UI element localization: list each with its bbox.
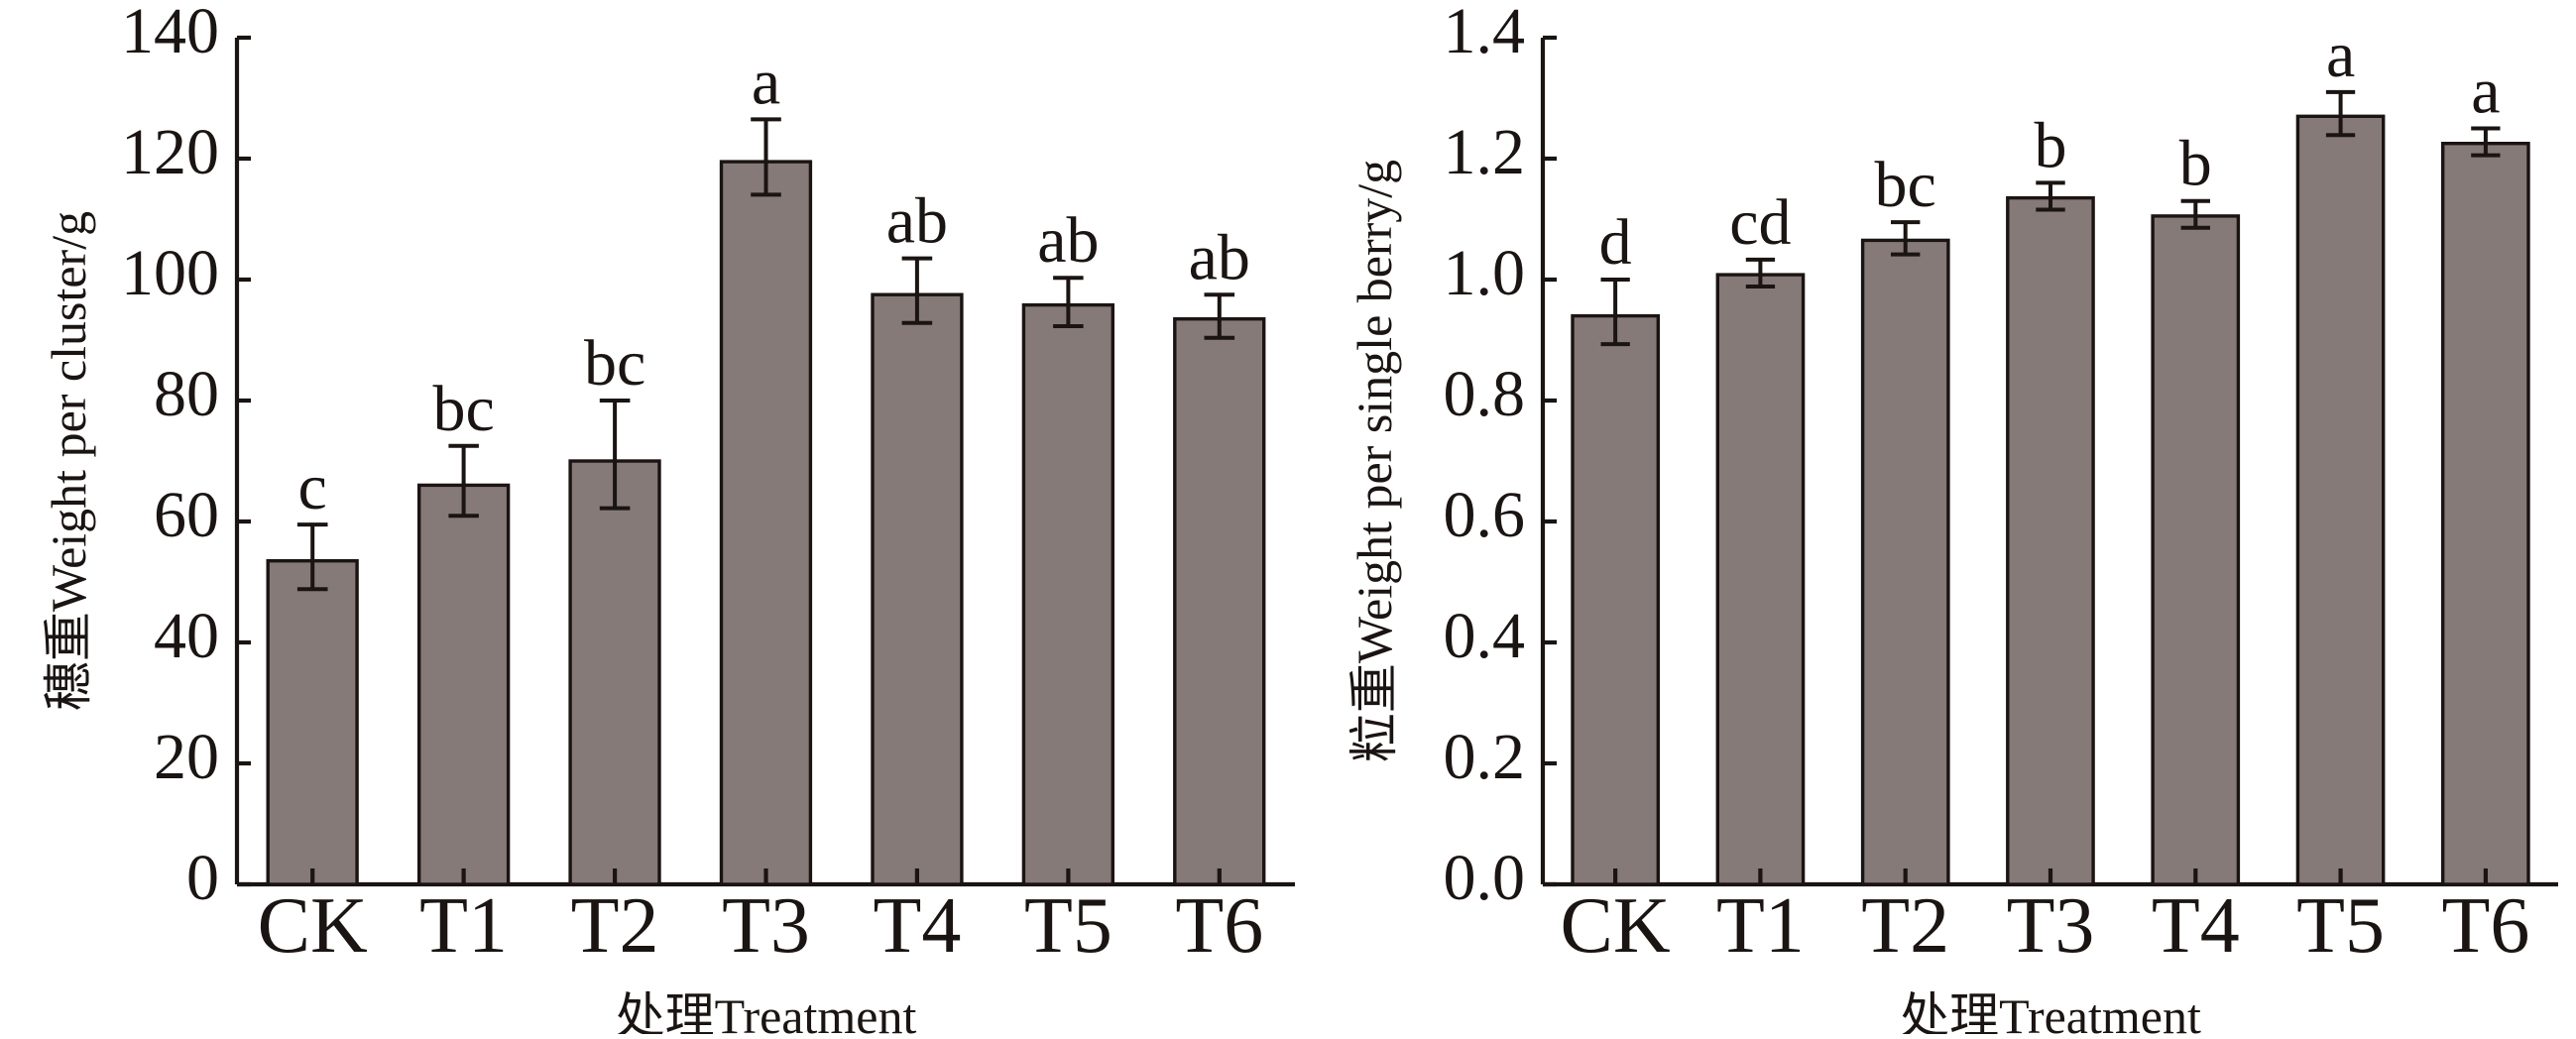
svg-text:1.2: 1.2 <box>1444 116 1526 188</box>
svg-text:ab: ab <box>886 185 948 258</box>
svg-text:T1: T1 <box>419 882 508 970</box>
svg-text:b: b <box>2035 109 2067 181</box>
svg-text:T5: T5 <box>2296 882 2385 970</box>
svg-text:80: 80 <box>154 358 219 430</box>
svg-text:100: 100 <box>121 237 219 309</box>
svg-text:1.4: 1.4 <box>1444 0 1526 67</box>
svg-text:0: 0 <box>186 842 219 914</box>
svg-text:ab: ab <box>1037 204 1099 277</box>
svg-text:cd: cd <box>1729 186 1791 259</box>
svg-text:0.6: 0.6 <box>1444 479 1526 551</box>
svg-text:T4: T4 <box>2152 882 2240 970</box>
svg-text:T2: T2 <box>1861 882 1949 970</box>
svg-text:T6: T6 <box>1175 882 1263 970</box>
svg-text:T4: T4 <box>873 882 961 970</box>
svg-text:0.0: 0.0 <box>1444 842 1526 914</box>
svg-text:bc: bc <box>1875 149 1936 221</box>
svg-text:40: 40 <box>154 600 219 672</box>
svg-text:a: a <box>2471 56 2500 128</box>
svg-text:140: 140 <box>121 0 219 67</box>
svg-text:T6: T6 <box>2441 882 2529 970</box>
svg-text:d: d <box>1599 206 1632 279</box>
svg-text:T1: T1 <box>1716 882 1805 970</box>
svg-text:bc: bc <box>584 327 645 400</box>
svg-text:0.8: 0.8 <box>1444 358 1526 430</box>
svg-text:粒重Weight per single berry/g: 粒重Weight per single berry/g <box>1347 160 1402 762</box>
svg-text:处理Treatment: 处理Treatment <box>1900 988 2201 1034</box>
svg-text:CK: CK <box>258 882 368 970</box>
svg-text:0.4: 0.4 <box>1444 600 1526 672</box>
svg-text:ab: ab <box>1189 221 1250 293</box>
svg-text:T3: T3 <box>722 882 810 970</box>
svg-text:bc: bc <box>432 373 494 445</box>
svg-text:T2: T2 <box>571 882 659 970</box>
svg-text:处理Treatment: 处理Treatment <box>616 988 917 1034</box>
svg-text:20: 20 <box>154 721 219 793</box>
svg-text:穗重Weight per cluster/g: 穗重Weight per cluster/g <box>41 211 96 711</box>
svg-text:T5: T5 <box>1024 882 1112 970</box>
svg-text:CK: CK <box>1561 882 1671 970</box>
svg-text:a: a <box>2326 19 2355 91</box>
svg-text:1.0: 1.0 <box>1444 237 1526 309</box>
svg-text:a: a <box>752 46 780 118</box>
svg-text:120: 120 <box>121 116 219 188</box>
svg-text:b: b <box>2179 128 2212 200</box>
svg-text:c: c <box>298 451 327 523</box>
svg-text:0.2: 0.2 <box>1444 721 1526 793</box>
svg-text:60: 60 <box>154 479 219 551</box>
svg-text:T3: T3 <box>2007 882 2095 970</box>
